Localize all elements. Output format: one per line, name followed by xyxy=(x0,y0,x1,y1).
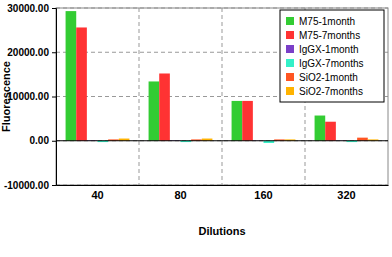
plot: -10000.00 0.00 10000.00 20000.00 30000.00 40 8… xyxy=(4,3,389,201)
bar xyxy=(325,122,336,141)
y-tick-label: -10000.00 xyxy=(4,180,49,191)
legend-label: SiO2-7months xyxy=(299,86,363,97)
legend-label: M75-7months xyxy=(299,30,360,41)
x-tick-label: 80 xyxy=(174,189,186,201)
legend-label: IgGX-7months xyxy=(299,58,363,69)
y-tick-label: 30000.00 xyxy=(7,3,49,14)
x-tick: 40 xyxy=(91,185,103,201)
legend-swatch xyxy=(286,31,294,39)
legend-swatch xyxy=(286,59,294,67)
y-tick: 10000.00 xyxy=(7,91,56,102)
y-tick-mark xyxy=(52,52,56,53)
bar xyxy=(159,73,170,140)
y-tick-label: 0.00 xyxy=(30,135,50,146)
legend-item: SiO2-7months xyxy=(286,86,363,97)
y-tick-mark xyxy=(52,97,56,98)
legend-swatch xyxy=(286,73,294,81)
bar xyxy=(242,101,253,141)
y-tick-label: 20000.00 xyxy=(7,47,49,58)
bar xyxy=(232,101,243,141)
legend-box xyxy=(280,10,384,102)
legend-label: IgGX-1month xyxy=(299,44,358,55)
legend-item: IgGX-7months xyxy=(286,58,363,69)
legend-swatch xyxy=(286,17,294,25)
grid-line xyxy=(56,140,388,141)
legend-item: SiO2-1month xyxy=(286,72,358,83)
bar xyxy=(315,116,326,141)
chart: -10000.00 0.00 10000.00 20000.00 30000.00 40 8… xyxy=(0,0,392,257)
plot-frame xyxy=(56,8,388,185)
legend-swatch xyxy=(286,45,294,53)
x-axis: 40 80 160 320 xyxy=(57,185,389,201)
bar xyxy=(66,11,77,141)
y-tick: -10000.00 xyxy=(4,180,56,191)
legend: M75-1month M75-7months IgGX-1month IgGX-7mo… xyxy=(280,10,384,102)
bars xyxy=(66,11,379,143)
x-tick: 160 xyxy=(254,185,272,201)
legend-label: SiO2-1month xyxy=(299,72,358,83)
x-axis-line xyxy=(57,185,389,186)
grid-line xyxy=(139,8,140,185)
y-tick-mark xyxy=(52,8,56,9)
y-tick: 0.00 xyxy=(30,135,56,146)
legend-swatch xyxy=(286,87,294,95)
plot-area xyxy=(56,8,388,185)
y-tick-label: 10000.00 xyxy=(7,91,49,102)
y-tick-mark xyxy=(52,141,56,142)
y-axis-line xyxy=(52,9,57,186)
x-tick-label: 320 xyxy=(337,189,355,201)
zero-line xyxy=(56,140,388,141)
x-tick: 80 xyxy=(174,185,186,201)
x-tick: 320 xyxy=(337,185,355,201)
y-grid xyxy=(56,8,388,185)
x-axis-title: Dilutions xyxy=(198,225,245,237)
legend-item: M75-7months xyxy=(286,30,360,41)
y-tick-mark xyxy=(52,185,56,186)
y-axis-title: Fluorescence xyxy=(0,61,12,132)
bar xyxy=(76,27,87,140)
x-tick-label: 160 xyxy=(254,189,272,201)
bar xyxy=(149,81,160,140)
grid-line xyxy=(222,8,223,185)
x-tick-label: 40 xyxy=(91,189,103,201)
legend-item: IgGX-1month xyxy=(286,44,358,55)
y-tick: 30000.00 xyxy=(7,3,56,14)
legend-label: M75-1month xyxy=(299,16,355,27)
legend-item: M75-1month xyxy=(286,16,355,27)
y-tick: 20000.00 xyxy=(7,47,56,58)
